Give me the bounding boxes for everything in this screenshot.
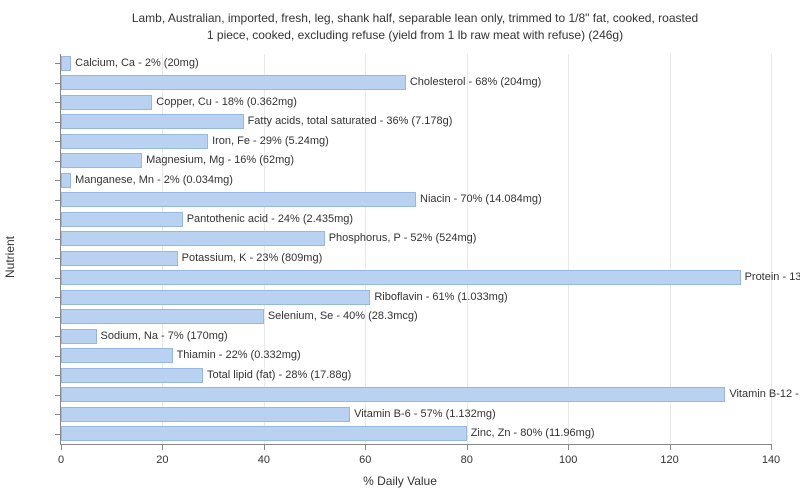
x-tick-label: 40 — [258, 454, 270, 466]
y-tick — [55, 102, 61, 103]
bar-label: Magnesium, Mg - 16% (62mg) — [142, 153, 294, 168]
bar — [61, 153, 142, 168]
x-tick — [264, 444, 265, 450]
bar — [61, 309, 264, 324]
bar — [61, 290, 370, 305]
x-tick-label: 100 — [559, 454, 577, 466]
bar — [61, 173, 71, 188]
title-line-2: 1 piece, cooked, excluding refuse (yield… — [207, 28, 623, 42]
gridline — [670, 54, 671, 444]
bar-label: Selenium, Se - 40% (28.3mcg) — [264, 309, 418, 324]
bar-label: Vitamin B-12 - 131% (7.85mcg) — [725, 387, 800, 402]
chart-title: Lamb, Australian, imported, fresh, leg, … — [60, 10, 770, 44]
bar — [61, 134, 208, 149]
y-tick — [55, 297, 61, 298]
y-tick — [55, 414, 61, 415]
y-tick — [55, 63, 61, 64]
bar-label: Sodium, Na - 7% (170mg) — [97, 329, 228, 344]
bar — [61, 192, 416, 207]
x-tick-label: 140 — [762, 454, 780, 466]
y-tick — [55, 141, 61, 142]
x-tick — [467, 444, 468, 450]
bar-label: Niacin - 70% (14.084mg) — [416, 192, 542, 207]
chart-container: Lamb, Australian, imported, fresh, leg, … — [0, 0, 800, 500]
bar — [61, 114, 244, 129]
bar — [61, 95, 152, 110]
x-tick — [568, 444, 569, 450]
y-tick — [55, 278, 61, 279]
bar — [61, 270, 741, 285]
gridline — [771, 54, 772, 444]
y-axis-label: Nutrient — [3, 236, 17, 278]
x-tick-label: 120 — [660, 454, 678, 466]
gridline — [568, 54, 569, 444]
y-tick — [55, 200, 61, 201]
bar-label: Phosphorus, P - 52% (524mg) — [325, 231, 477, 246]
gridline — [365, 54, 366, 444]
bar-label: Copper, Cu - 18% (0.362mg) — [152, 95, 297, 110]
y-tick — [55, 83, 61, 84]
y-tick — [55, 161, 61, 162]
bar — [61, 56, 71, 71]
bar — [61, 231, 325, 246]
x-tick — [771, 444, 772, 450]
y-tick — [55, 258, 61, 259]
y-tick — [55, 375, 61, 376]
x-tick-label: 80 — [461, 454, 473, 466]
y-tick — [55, 239, 61, 240]
bar-label: Total lipid (fat) - 28% (17.88g) — [203, 368, 351, 383]
bar-label: Thiamin - 22% (0.332mg) — [173, 348, 301, 363]
x-tick-label: 20 — [156, 454, 168, 466]
y-tick — [55, 336, 61, 337]
x-tick-label: 60 — [359, 454, 371, 466]
bar-label: Fatty acids, total saturated - 36% (7.17… — [244, 114, 453, 129]
y-tick — [55, 219, 61, 220]
bar-label: Calcium, Ca - 2% (20mg) — [71, 56, 198, 71]
gridline — [467, 54, 468, 444]
bar-label: Iron, Fe - 29% (5.24mg) — [208, 134, 329, 149]
y-tick — [55, 395, 61, 396]
bar-label: Vitamin B-6 - 57% (1.132mg) — [350, 407, 496, 422]
x-tick — [365, 444, 366, 450]
bar — [61, 387, 725, 402]
bar — [61, 212, 183, 227]
bar-label: Pantothenic acid - 24% (2.435mg) — [183, 212, 353, 227]
bar — [61, 329, 97, 344]
bar — [61, 251, 178, 266]
bar — [61, 75, 406, 90]
bar — [61, 368, 203, 383]
y-tick — [55, 180, 61, 181]
y-tick — [55, 122, 61, 123]
y-tick — [55, 434, 61, 435]
x-tick — [162, 444, 163, 450]
gridline — [162, 54, 163, 444]
bar — [61, 426, 467, 441]
plot-area: 020406080100120140Calcium, Ca - 2% (20mg… — [60, 54, 771, 445]
y-tick — [55, 317, 61, 318]
bar-label: Riboflavin - 61% (1.033mg) — [370, 290, 507, 305]
bar — [61, 407, 350, 422]
x-tick-label: 0 — [58, 454, 64, 466]
y-tick — [55, 356, 61, 357]
title-line-1: Lamb, Australian, imported, fresh, leg, … — [132, 11, 698, 25]
x-axis-label: % Daily Value — [363, 474, 437, 488]
bar — [61, 348, 173, 363]
gridline — [264, 54, 265, 444]
bar-label: Cholesterol - 68% (204mg) — [406, 75, 541, 90]
x-tick — [670, 444, 671, 450]
bar-label: Manganese, Mn - 2% (0.034mg) — [71, 173, 233, 188]
bar-label: Zinc, Zn - 80% (11.96mg) — [467, 426, 595, 441]
x-tick — [61, 444, 62, 450]
bar-label: Protein - 134% (66.86g) — [741, 270, 800, 285]
bar-label: Potassium, K - 23% (809mg) — [178, 251, 323, 266]
